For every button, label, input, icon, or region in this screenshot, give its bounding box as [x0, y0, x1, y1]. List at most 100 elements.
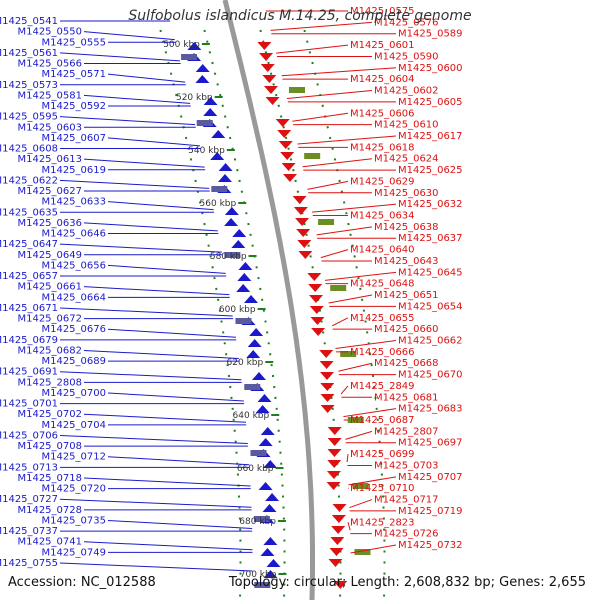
gene-label: M1425_0732	[398, 540, 463, 551]
scale-tick-label: 640 kbp	[233, 411, 270, 421]
feature-block	[224, 252, 241, 258]
gene-label: M1425_0561	[0, 48, 58, 59]
scale-tick-label: 700 kbp	[240, 570, 277, 580]
label-leader-line	[345, 430, 373, 440]
feature-block	[244, 384, 261, 390]
label-leader-line	[59, 179, 210, 189]
scale-tick-label: 500 kbp	[163, 40, 200, 50]
feature-block	[347, 417, 364, 423]
label-leader-line	[292, 112, 349, 122]
gene-arrow-left	[203, 108, 218, 116]
gene-label: M1425_0617	[398, 131, 463, 142]
track-border	[259, 29, 342, 601]
gene-arrow-left	[255, 405, 270, 413]
gene-arrow-right	[278, 141, 293, 149]
gene-arrow-right	[330, 537, 345, 545]
gene-arrow-right	[281, 163, 296, 171]
gene-arrow-left	[195, 64, 210, 72]
gene-label: M1425_0676	[41, 324, 106, 335]
gene-arrow-right	[280, 152, 295, 160]
gene-arrow-right	[327, 427, 342, 435]
gene-arrow-left	[231, 240, 246, 248]
label-leader-line	[59, 52, 181, 62]
gene-arrow-left	[195, 75, 210, 83]
label-leader-line	[297, 135, 397, 145]
gene-label: M1425_0640	[350, 245, 415, 256]
gene-label: M1425_0706	[0, 430, 58, 441]
label-leader-line	[302, 158, 373, 168]
gene-label: M1425_2823	[350, 517, 415, 528]
feature-block	[254, 582, 271, 588]
gene-label: M1425_0601	[350, 40, 415, 51]
feature-block	[288, 87, 305, 93]
gene-label: M1425_0604	[350, 74, 415, 85]
gene-arrow-right	[259, 53, 274, 61]
gene-arrow-right	[260, 64, 275, 72]
gene-label: M1425_0625	[398, 165, 463, 176]
gene-label: M1425_0645	[398, 267, 463, 278]
gene-label: M1425_0727	[0, 494, 58, 505]
label-leader-line	[335, 339, 397, 349]
feature-block	[235, 318, 252, 324]
label-leader-line	[107, 73, 186, 83]
gene-arrow-left	[257, 394, 272, 402]
gene-label: M1425_2808	[17, 377, 82, 388]
gene-label: M1425_0737	[0, 526, 58, 537]
label-leader-line	[276, 44, 349, 54]
gene-arrow-left	[236, 284, 251, 292]
gene-label: M1425_0689	[41, 356, 106, 367]
gene-arrow-left	[249, 328, 264, 336]
gene-label: M1425_0573	[0, 80, 58, 91]
label-leader-line	[320, 249, 349, 259]
gene-label: M1425_0683	[398, 404, 463, 415]
gene-arrow-right	[309, 306, 324, 314]
gene-arrow-left	[244, 295, 259, 303]
gene-arrow-right	[332, 504, 347, 512]
label-leader-line	[316, 226, 373, 236]
gene-arrow-right	[331, 515, 346, 523]
gene-arrow-left	[251, 372, 266, 380]
label-leader-line	[107, 328, 236, 338]
label-leader-line	[59, 307, 233, 317]
gene-label: M1425_0610	[374, 120, 439, 131]
gene-label: M1425_0651	[374, 290, 439, 301]
gene-arrow-right	[320, 383, 335, 391]
gene-label: M1425_0566	[17, 59, 82, 70]
label-leader-line	[59, 562, 253, 572]
label-leader-line	[346, 454, 349, 463]
scale-tick-label: 540 kbp	[188, 146, 225, 156]
gene-arrow-right	[263, 86, 278, 94]
gene-arrow-right	[275, 119, 290, 127]
gene-arrow-right	[282, 174, 297, 182]
gene-label: M1425_0713	[0, 462, 58, 473]
gene-arrow-left	[260, 548, 275, 556]
gene-arrow-left	[258, 438, 273, 446]
scale-tick-label: 560 kbp	[200, 199, 237, 209]
gene-label: M1425_0635	[0, 207, 58, 218]
label-leader-line	[338, 362, 373, 372]
gene-arrow-left	[232, 229, 247, 237]
label-leader-line	[348, 476, 397, 486]
gene-label: M1425_0629	[350, 176, 415, 187]
gene-arrow-left	[203, 97, 218, 105]
gene-label: M1425_0664	[41, 292, 106, 303]
scale-tick-label: 620 kbp	[227, 358, 264, 368]
gene-arrow-left	[224, 218, 239, 226]
gene-arrow-right	[328, 559, 343, 567]
gene-arrow-left	[262, 504, 277, 512]
label-leader-line	[347, 522, 351, 531]
gene-label: M1425_0600	[398, 63, 463, 74]
gene-arrow-right	[326, 482, 341, 490]
gene-arrow-right	[320, 394, 335, 402]
gene-arrow-left	[217, 174, 232, 182]
gene-label: M1425_0576	[374, 17, 439, 28]
gene-label: M1425_0682	[17, 345, 82, 356]
gene-label: M1425_0648	[350, 279, 415, 290]
gene-arrow-right	[297, 240, 312, 248]
gene-arrow-right	[292, 196, 307, 204]
gene-label: M1425_0632	[398, 199, 463, 210]
gene-arrow-left	[258, 482, 273, 490]
gene-label: M1425_0661	[17, 282, 82, 293]
gene-label: M1425_0712	[41, 452, 106, 463]
gene-label: M1425_0707	[398, 472, 463, 483]
